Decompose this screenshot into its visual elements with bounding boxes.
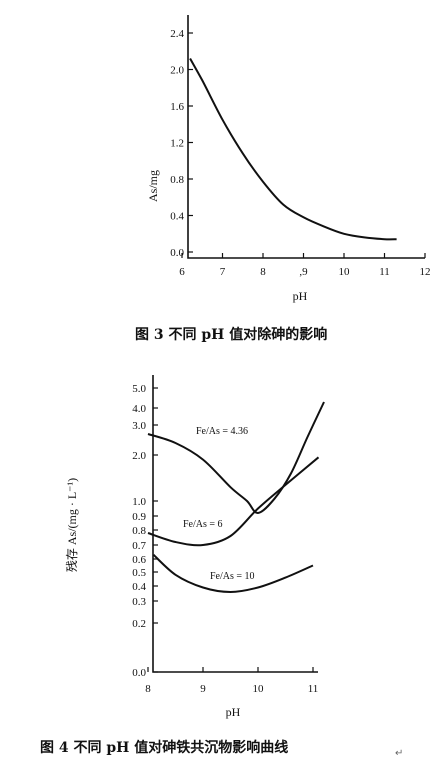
chart2-ytick-label: 0.7 <box>132 540 146 552</box>
chart2-series-label-fe-as-4-36: Fe/As = 4.36 <box>196 426 248 437</box>
paragraph-mark: ↵ <box>395 748 403 759</box>
chart1-ytick-label: 2.0 <box>170 65 184 77</box>
chart2-ytick-label: 5.0 <box>132 383 146 395</box>
chart2-ytick-label: 1.0 <box>132 496 146 508</box>
chart2-ytick-label: 0.9 <box>132 511 146 523</box>
chart2-xtick-label: 8 <box>145 683 151 695</box>
chart1-ytick-label: 2.4 <box>170 28 184 40</box>
chart1-xtick-label: 7 <box>220 266 226 278</box>
chart1-xlabel: pH <box>293 289 308 303</box>
chart2-xtick-label: 10 <box>253 683 265 695</box>
chart2-series-label-fe-as-10: Fe/As = 10 <box>210 571 255 582</box>
chart1-ytick-label: 1.2 <box>170 138 184 150</box>
chart2-axes <box>152 375 318 673</box>
chart-ph-coprecipitate: 0.0 0.2 0.3 0.4 0.50.6 0.7 0.8 0.9 1.0 2.0 3.0 4.0 5… <box>40 375 403 759</box>
chart-ph-arsenic-removal: 0.00.40.81.21.62.02.4 6 7 8,9 10 11 12 As/mg … <box>135 15 431 343</box>
chart1-ytick-label: 0.8 <box>170 174 184 186</box>
chart1-xtick-label: 8 <box>260 266 266 278</box>
chart1-xtick-label: 10 <box>339 266 351 278</box>
chart2-xtick-label: 9 <box>200 683 206 695</box>
chart2-ytick-label: 4.0 <box>132 403 146 415</box>
chart2-ytick-label: 0.6 <box>132 554 146 566</box>
chart2-ytick-label: 3.0 <box>132 420 146 432</box>
chart2-ytick-label: 0.3 <box>132 596 146 608</box>
chart2-caption: 图 4 不同 pH 值对砷铁共沉物影响曲线 <box>40 739 288 756</box>
chart2-ytick-label: 0.5 <box>132 567 146 579</box>
chart2-series-fe-as-10 <box>152 554 314 594</box>
chart1-ytick-label: 1.6 <box>170 101 184 113</box>
chart1-xtick-label: ,9 <box>299 266 308 278</box>
chart2-ytick-label: 0.8 <box>132 525 146 537</box>
chart1-series-line <box>189 58 397 241</box>
chart2-ytick-label: 0.2 <box>132 618 146 630</box>
chart1-xtick-label: 6 <box>179 266 185 278</box>
chart2-ytick-label: 0.0 <box>132 667 146 679</box>
chart2-ylabel: 残存 As/(mg · L⁻¹) <box>65 478 79 572</box>
chart2-xtick-label: 11 <box>308 683 319 695</box>
chart2-ytick-label: 2.0 <box>132 450 146 462</box>
chart1-caption: 图 3 不同 pH 值对除砷的影响 <box>135 326 327 343</box>
chart2-ytick-label: 0.4 <box>132 581 146 593</box>
chart1-ytick-label: 0.4 <box>170 211 184 223</box>
chart1-axes <box>187 15 425 259</box>
chart2-series-fe-as-4-36 <box>147 401 325 514</box>
chart1-ytick-label: 0.0 <box>170 247 184 259</box>
chart1-ylabel: As/mg <box>146 170 160 202</box>
chart2-series-fe-as-6 <box>147 456 320 547</box>
chart1-xtick-label: 12 <box>420 266 431 278</box>
chart1-xtick-label: 11 <box>379 266 390 278</box>
chart2-xlabel: pH <box>226 705 241 719</box>
chart2-series-label-fe-as-6: Fe/As = 6 <box>183 519 223 530</box>
